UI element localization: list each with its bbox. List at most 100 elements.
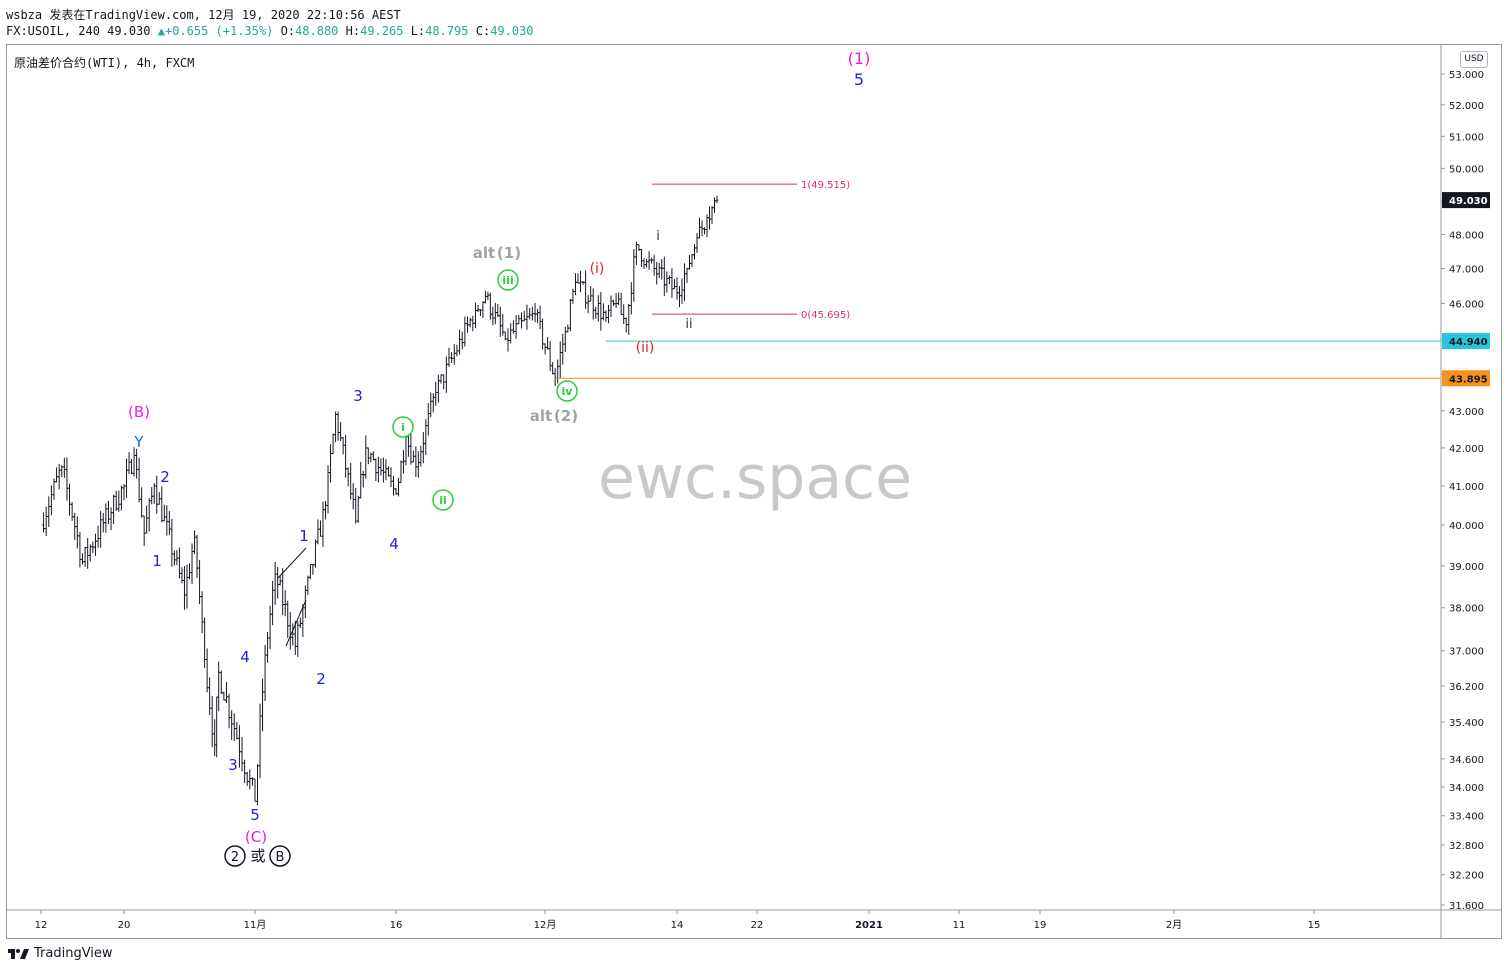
ohlc-bar [473,302,477,329]
ohlc-bar [693,244,696,260]
price-tick-label: 53.000 [1449,70,1484,81]
wave-label: iii [502,274,513,287]
wave-circle [224,845,246,867]
ohlc-bar [101,512,105,533]
ohlc-bar [455,344,459,357]
ohlc-bar [162,504,166,522]
ohlc-bar [44,506,48,537]
price-tick-label: 32.800 [1449,841,1484,852]
low-value: 48.795 [425,24,469,38]
ohlc-bar [60,465,64,478]
ohlc-bar [522,310,526,322]
ohlc-bar [442,374,446,390]
ohlc-bar [42,512,46,533]
wave-label: (C) [245,828,267,846]
price-tag [1442,192,1490,209]
ohlc-bar [65,457,69,501]
ohlc-bar [219,670,223,695]
ohlc-bar [376,456,380,483]
trendline[interactable] [285,599,307,647]
ohlc-bar [690,253,694,268]
ohlc-bar [83,546,87,567]
ohlc-bar [627,303,631,336]
ohlc-bar [548,340,552,372]
close-label: C: [475,24,491,38]
ohlc-bar [450,352,454,364]
ohlc-bar [670,268,674,298]
ohlc-bar [119,485,123,511]
fib-level-label: 1(49.515) [801,180,850,191]
ohlc-bar [511,320,515,334]
ohlc-bar [379,458,383,476]
ohlc-bar [81,553,84,565]
ohlc-bar [439,374,443,384]
ohlc-bar [642,258,646,269]
ohlc-bar [240,736,244,772]
ohlc-bar [213,719,217,756]
ohlc-bar [170,518,174,567]
ohlc-bar [660,259,664,280]
wave-label: i [656,229,660,244]
ohlc-bar [52,478,56,500]
currency-label[interactable]: USD [1460,51,1488,68]
ohlc-bar [109,507,113,531]
symbol-info: FX:USOIL, 240 [6,24,100,38]
wave-label: 1 [152,552,162,570]
open-label: O: [280,24,296,38]
price-tick-label: 43.000 [1449,407,1484,418]
ohlc-bar [698,217,701,239]
ohlc-bar [346,467,350,487]
ohlc-bar [232,713,236,741]
ohlc-bar [298,617,302,629]
ohlc-bar [112,494,116,524]
ohlc-bar [573,273,577,296]
ohlc-bar [520,312,524,329]
high-label: H: [345,24,361,38]
ohlc-bar [424,419,428,456]
ohlc-bar [217,661,221,712]
symbol-title: 原油差价合约(WTI), 4h, FXCM [14,56,195,70]
wave-label: (ii) [636,340,655,356]
ohlc-bar [250,777,254,786]
ohlc-bar [710,205,714,224]
ohlc-bar [200,591,204,634]
ohlc-bar [486,291,490,301]
ohlc-bar [78,531,82,568]
ohlc-bar [276,567,280,599]
ohlc-bar [165,505,169,536]
wave-label: 1 [299,527,309,545]
ohlc-bar [629,282,633,315]
wave-label: 4 [240,648,250,666]
ohlc-bar [506,328,510,352]
ohlc-bar [680,278,684,304]
ohlc-bar [271,580,275,626]
ohlc-bar [96,525,100,548]
ohlc-bar [175,550,179,565]
ohlc-bar [88,544,92,562]
trendline[interactable] [277,547,307,579]
price-tick-label: 52.000 [1449,101,1484,112]
ohlc-bar [263,645,267,701]
ohlc-bar [655,261,659,285]
ohlc-bar [258,703,262,779]
ohlc-bar [114,490,118,511]
ohlc-bar [614,293,618,308]
ohlc-bar [553,368,557,387]
footer-brand[interactable]: TradingView [8,946,113,961]
price-tick-label: 46.000 [1449,299,1484,310]
ohlc-bar [137,457,141,503]
ohlc-bar [73,512,77,540]
ohlc-bar [356,495,360,523]
ohlc-bar [675,277,679,300]
ohlc-bar [386,466,390,477]
ohlc-bar [498,306,502,337]
wave-label: 2 [160,468,170,486]
ohlc-bar [227,693,231,729]
ohlc-bar [599,292,603,331]
ohlc-bar [533,303,537,323]
open-value: 48.880 [295,24,339,38]
ohlc-bar [311,564,315,575]
ohlc-bar [541,318,545,350]
ohlc-bar [321,501,325,547]
